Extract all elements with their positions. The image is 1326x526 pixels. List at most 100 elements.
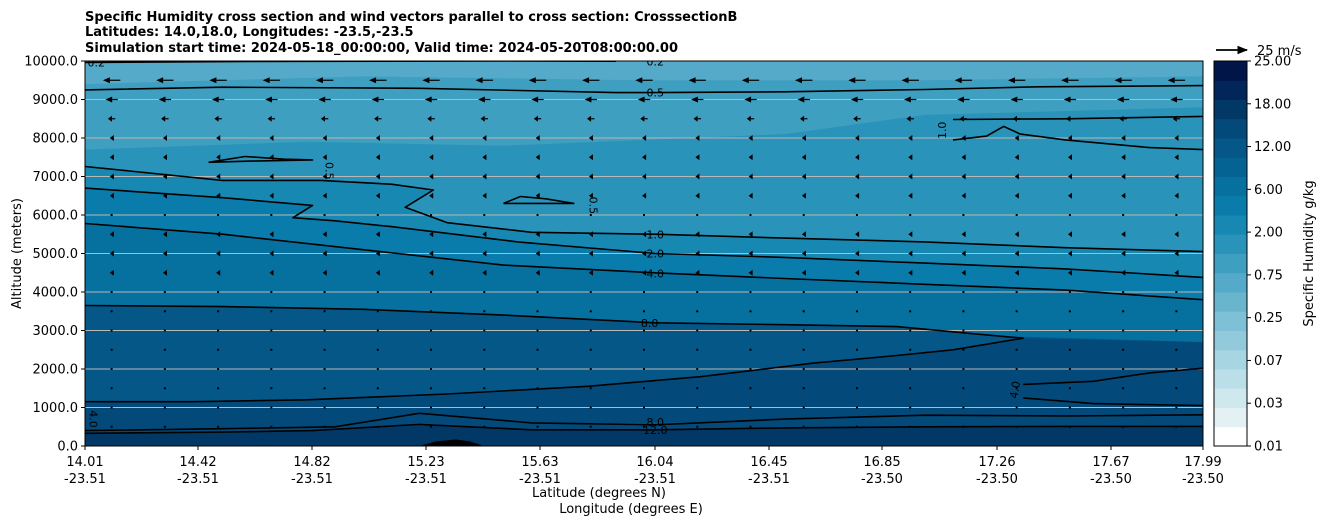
wind-vector <box>536 310 539 313</box>
wind-vector <box>483 406 486 409</box>
colorbar-segment <box>1214 80 1247 100</box>
wind-vector <box>323 310 326 313</box>
wind-vector <box>909 406 912 409</box>
wind-vector-head <box>1063 96 1071 103</box>
wind-vector <box>1015 214 1018 216</box>
wind-vector-head <box>163 192 167 199</box>
wind-vector <box>589 329 592 332</box>
wind-vector-head <box>954 77 962 84</box>
wind-vector <box>376 406 379 409</box>
wind-vector <box>1175 348 1178 351</box>
wind-vector-head <box>1061 77 1069 84</box>
wind-vector <box>749 368 752 370</box>
wind-vector <box>909 387 912 390</box>
wind-vector-head <box>102 77 110 84</box>
x-tick-label-lat: 17.26 <box>978 455 1015 470</box>
wind-vector-head <box>322 154 327 161</box>
wind-vector-head <box>1121 135 1126 141</box>
wind-vector-head <box>375 192 380 199</box>
wind-vector <box>643 387 645 390</box>
wind-vector-head <box>801 173 806 180</box>
wind-vector-head <box>588 231 593 238</box>
wind-vector-head <box>375 250 380 257</box>
wind-vector-head <box>158 96 166 103</box>
colorbar-tick-label: 2.00 <box>1254 226 1283 241</box>
wind-vector <box>163 214 166 216</box>
wind-vector-head <box>1172 115 1177 122</box>
y-tick-label: 4000.0 <box>33 286 79 301</box>
wind-vector <box>270 291 273 293</box>
wind-vector <box>909 348 912 351</box>
wind-vector <box>323 368 326 370</box>
wind-vector-head <box>695 135 700 141</box>
wind-vector-head <box>216 173 221 180</box>
wind-vector <box>749 406 752 409</box>
x-tick-label-lat: 16.45 <box>750 455 787 470</box>
wind-vector-head <box>1121 269 1126 276</box>
wind-vector-head <box>531 96 539 103</box>
colorbar-segment <box>1214 118 1247 139</box>
wind-vector-head <box>1008 77 1015 84</box>
wind-vector <box>376 329 379 332</box>
wind-vector <box>962 329 965 332</box>
contour-line-4-0 <box>1023 397 1203 407</box>
x-tick-label-lat: 14.01 <box>66 455 103 470</box>
wind-vector <box>1175 368 1178 370</box>
wind-vector <box>323 291 326 293</box>
wind-vector <box>217 387 220 390</box>
wind-vector-head <box>375 231 380 238</box>
wind-vector-head <box>1121 231 1126 238</box>
wind-vector-head <box>695 231 700 238</box>
wind-vector <box>536 329 539 332</box>
wind-vector <box>217 291 220 293</box>
wind-vector-head <box>269 250 274 257</box>
wind-vector-head <box>961 250 966 257</box>
quiver-key-label: 25 m/s <box>1257 44 1302 59</box>
wind-vector-head <box>693 115 698 122</box>
contour-labels: 0.20.20.50.50.51.01.02.04.08.04.04.0 8.01… <box>86 55 1023 437</box>
wind-vector <box>1175 214 1178 216</box>
wind-vector <box>483 425 486 428</box>
wind-vector-head <box>957 96 964 103</box>
wind-vector-head <box>801 250 806 257</box>
wind-vector <box>1015 291 1018 293</box>
colorbar-segment <box>1214 195 1247 216</box>
wind-vector <box>855 214 858 216</box>
contour-label: 0.2 <box>87 57 105 70</box>
colorbar-segment <box>1214 388 1247 408</box>
contour-label: 0.2 <box>646 55 664 68</box>
wind-vector-head <box>107 115 112 122</box>
wind-vector <box>696 348 699 351</box>
wind-vector-head <box>424 96 432 103</box>
wind-vector <box>1175 425 1178 428</box>
wind-vector-head <box>961 269 966 276</box>
wind-vector-head <box>533 115 538 122</box>
colorbar-segment <box>1214 426 1247 447</box>
wind-vector-head <box>371 96 379 103</box>
x-tick-label-lat: 16.04 <box>636 455 673 470</box>
wind-vector-head <box>429 173 434 180</box>
x-tick-label-lat: 17.99 <box>1184 455 1221 470</box>
wind-vector-head <box>322 135 327 141</box>
wind-vector <box>643 310 645 313</box>
wind-vector-head <box>161 115 166 122</box>
wind-vector <box>909 329 912 332</box>
wind-vector <box>536 368 539 370</box>
wind-vector-head <box>588 154 593 161</box>
wind-vector <box>163 291 166 293</box>
x-tick-label-lon: -23.51 <box>177 472 219 487</box>
wind-vector <box>217 348 220 351</box>
wind-vector-head <box>801 192 806 199</box>
wind-vector-head <box>584 96 592 103</box>
wind-vector-head <box>482 154 487 161</box>
wind-vector-head <box>588 135 593 141</box>
wind-vector-head <box>1068 154 1072 161</box>
wind-vector <box>643 348 645 351</box>
wind-vector-head <box>109 192 114 199</box>
wind-vector <box>1068 329 1071 332</box>
contour-line-1-0 <box>952 115 1203 121</box>
wind-vector <box>430 425 433 428</box>
colorbar-segment <box>1214 349 1247 370</box>
wind-vector <box>696 214 699 216</box>
